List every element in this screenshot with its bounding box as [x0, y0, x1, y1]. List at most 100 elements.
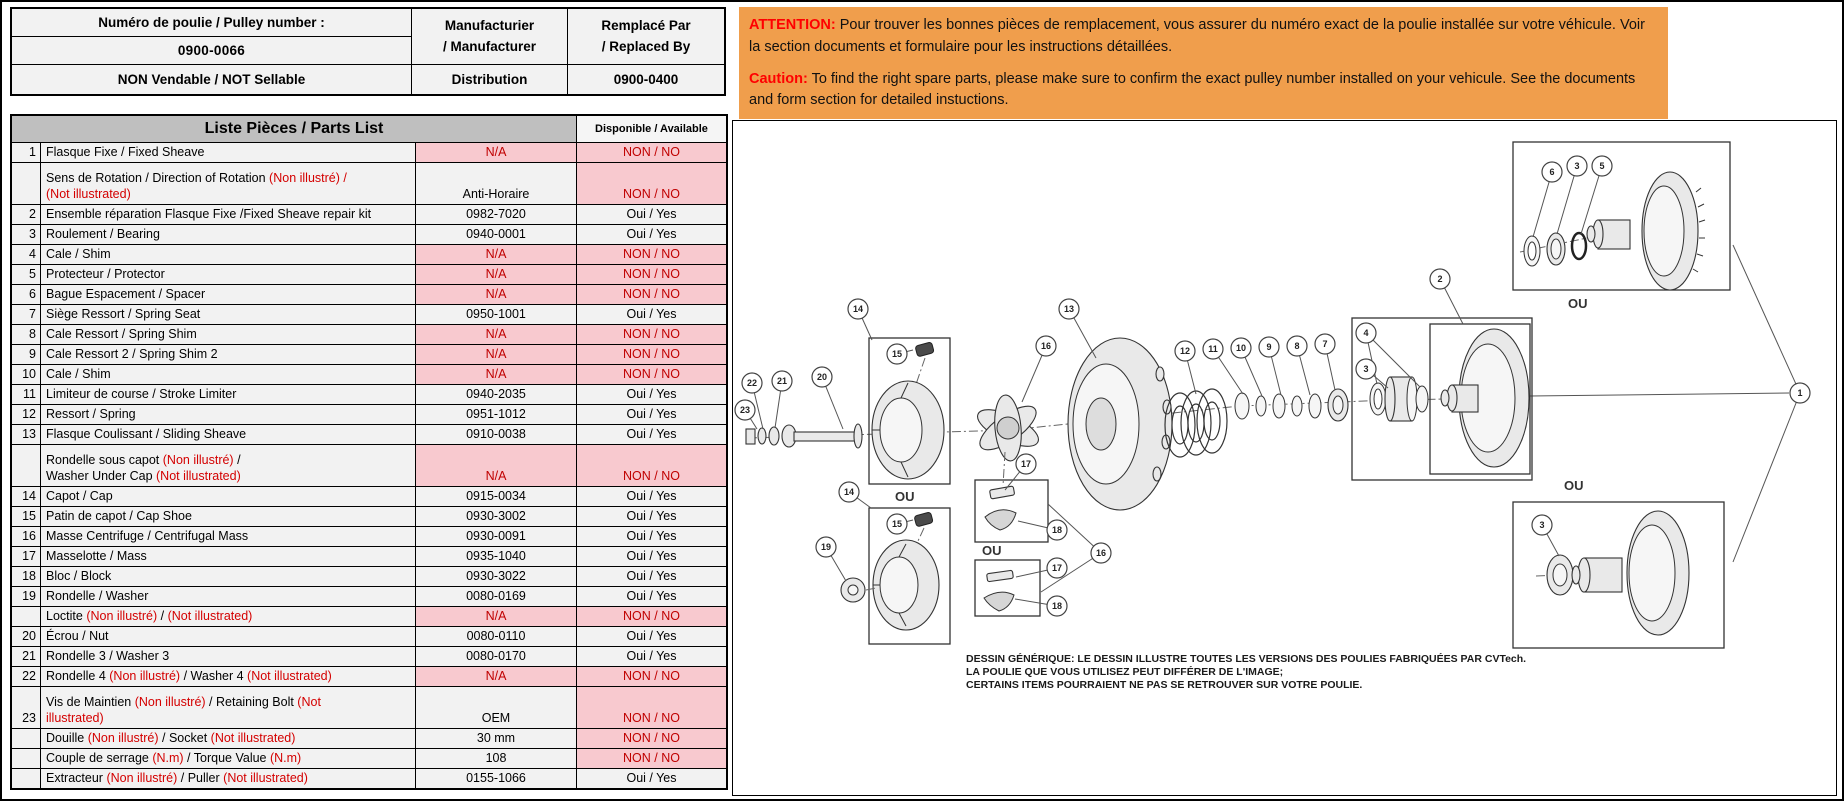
- manufacturer-number-cell: 0910-0038: [415, 425, 576, 444]
- part-description-cell: Ensemble réparation Flasque Fixe /Fixed …: [40, 205, 415, 224]
- manufacturer-number-cell: 0940-0001: [415, 225, 576, 244]
- parts-table-title: Liste Pièces / Parts List: [12, 116, 576, 142]
- part-number-cell: 6: [29, 287, 36, 301]
- part-number-cell: 7: [29, 307, 36, 321]
- part-description-cell: Limiteur de course / Stroke Limiter: [40, 385, 415, 404]
- diagram-callout-3: 3: [1355, 358, 1389, 389]
- part-description-cell: Ressort / Spring: [40, 405, 415, 424]
- diagram-callout-15: 15: [886, 343, 914, 365]
- manufacturer-number-cell: N/A: [415, 345, 576, 364]
- table-row: Loctite (Non illustré) / (Not illustrate…: [12, 606, 726, 626]
- diagram-callout-15: 15: [886, 513, 914, 535]
- diagram-callout-1: 1: [1732, 244, 1811, 563]
- table-row: 10 Cale / Shim N/A NON / NO: [12, 364, 726, 384]
- svg-text:15: 15: [892, 519, 902, 529]
- svg-text:20: 20: [817, 372, 827, 382]
- bolt-and-washers: [745, 423, 863, 449]
- part-number-cell: 21: [22, 649, 36, 663]
- manufacturer-number-cell: 0080-0110: [415, 627, 576, 646]
- part-number-cell: 17: [22, 549, 36, 563]
- parts-rows: 1 Flasque Fixe / Fixed Sheave N/A NON / NO S…: [12, 142, 726, 788]
- part-number-cell: [12, 769, 40, 788]
- table-row: 2 Ensemble réparation Flasque Fixe /Fixed…: [12, 204, 726, 224]
- part-description-cell: Douille (Non illustré) / Socket (Not ill…: [40, 729, 415, 748]
- table-row: 14 Capot / Cap 0915-0034 Oui / Yes: [12, 486, 726, 506]
- availability-cell: Oui / Yes: [576, 647, 726, 666]
- table-row: 4 Cale / Shim N/A NON / NO: [12, 244, 726, 264]
- availability-cell: NON / NO: [576, 143, 726, 162]
- availability-cell: Oui / Yes: [576, 305, 726, 324]
- bushing-and-shims: [1369, 376, 1429, 422]
- part-number-cell: [12, 163, 40, 204]
- diagram-callout-10: 10: [1230, 337, 1263, 397]
- replaced-by-value: 0900-0400: [568, 65, 724, 94]
- manufacturer-number-cell: N/A: [415, 667, 576, 686]
- manufacturer-number-cell: 0950-1001: [415, 305, 576, 324]
- diagram-callout-7: 7: [1314, 333, 1336, 391]
- part-description-cell: Cale Ressort 2 / Spring Shim 2: [40, 345, 415, 364]
- ou-label: OU: [982, 543, 1002, 558]
- availability-cell: Oui / Yes: [576, 405, 726, 424]
- svg-text:7: 7: [1322, 339, 1327, 349]
- mass-box-2: [974, 559, 1041, 617]
- manufacturer-number-cell: N/A: [415, 245, 576, 264]
- parts-table: Liste Pièces / Parts List Disponible / A…: [10, 114, 728, 790]
- diagram-callout-8: 8: [1286, 335, 1311, 396]
- part-description-cell: Cale / Shim: [40, 365, 415, 384]
- table-row: 19 Rondelle / Washer 0080-0169 Oui / Yes: [12, 586, 726, 606]
- table-row: Douille (Non illustré) / Socket (Not ill…: [12, 728, 726, 748]
- shim-ring-series: [1234, 388, 1349, 422]
- part-number-cell: 22: [22, 669, 36, 683]
- availability-cell: Oui / Yes: [576, 385, 726, 404]
- exploded-diagram: OU OU OU OU DESSIN GÉNÉRIQUE: LE DESSIN …: [732, 120, 1837, 796]
- part-description-cell: Capot / Cap: [40, 487, 415, 506]
- part-description-cell: Cale Ressort / Spring Shim: [40, 325, 415, 344]
- svg-text:21: 21: [777, 376, 787, 386]
- svg-text:14: 14: [844, 487, 854, 497]
- part-number-cell: 15: [22, 509, 36, 523]
- manufacturer-number-cell: 0930-0091: [415, 527, 576, 546]
- mass-option-2: [983, 569, 1015, 612]
- availability-cell: Oui / Yes: [576, 627, 726, 646]
- table-row: 16 Masse Centrifuge / Centrifugal Mass 093…: [12, 526, 726, 546]
- diagram-callout-5: 5: [1580, 155, 1613, 235]
- table-row: Sens de Rotation / Direction of Rotation…: [12, 162, 726, 204]
- manufacturer-number-cell: 0080-0169: [415, 587, 576, 606]
- table-row: 23 Vis de Maintien (Non illustré) / Retai…: [12, 686, 726, 728]
- diagram-callout-17: 17: [1015, 557, 1068, 579]
- part-description-cell: Sens de Rotation / Direction of Rotation…: [40, 163, 415, 204]
- svg-text:8: 8: [1294, 341, 1299, 351]
- part-description-cell: Rondelle / Washer: [40, 587, 415, 606]
- svg-text:1: 1: [1797, 388, 1802, 398]
- svg-text:15: 15: [892, 349, 902, 359]
- diagram-callout-13: 13: [1058, 298, 1097, 359]
- diagram-callout-12: 12: [1174, 340, 1197, 395]
- attention-banner: ATTENTION: Pour trouver les bonnes pièce…: [739, 7, 1668, 119]
- availability-cell: NON / NO: [576, 729, 726, 748]
- svg-text:13: 13: [1064, 304, 1074, 314]
- svg-text:18: 18: [1052, 601, 1062, 611]
- manufacturer-number-cell: 30 mm: [415, 729, 576, 748]
- part-number-cell: 3: [29, 227, 36, 241]
- mass-box-1: [974, 479, 1049, 543]
- table-row: 13 Flasque Coulissant / Sliding Sheave 091…: [12, 424, 726, 444]
- manufacturer-number-cell: N/A: [415, 325, 576, 344]
- manufacturer-number-cell: 108: [415, 749, 576, 768]
- sheave-teeth: [1692, 187, 1706, 273]
- table-row: 21 Rondelle 3 / Washer 3 0080-0170 Oui / Ye…: [12, 646, 726, 666]
- diagram-callout-4: 4: [1355, 322, 1421, 388]
- table-row: 15 Patin de capot / Cap Shoe 0930-3002 Oui …: [12, 506, 726, 526]
- manufacturer-number-cell: N/A: [415, 265, 576, 284]
- table-row: 12 Ressort / Spring 0951-1012 Oui / Yes: [12, 404, 726, 424]
- svg-text:DESSIN GÉNÉRIQUE: LE DESSIN IL: DESSIN GÉNÉRIQUE: LE DESSIN ILLUSTRE TOU…: [966, 652, 1526, 665]
- availability-cell: NON / NO: [576, 265, 726, 284]
- table-row: 17 Masselotte / Mass 0935-1040 Oui / Yes: [12, 546, 726, 566]
- table-row: 6 Bague Espacement / Spacer N/A NON / NO: [12, 284, 726, 304]
- svg-text:10: 10: [1236, 343, 1246, 353]
- manufacturer-number-cell: N/A: [415, 143, 576, 162]
- manufacturer-number-cell: 0951-1012: [415, 405, 576, 424]
- availability-cell: Oui / Yes: [576, 587, 726, 606]
- part-number-cell: [12, 729, 40, 748]
